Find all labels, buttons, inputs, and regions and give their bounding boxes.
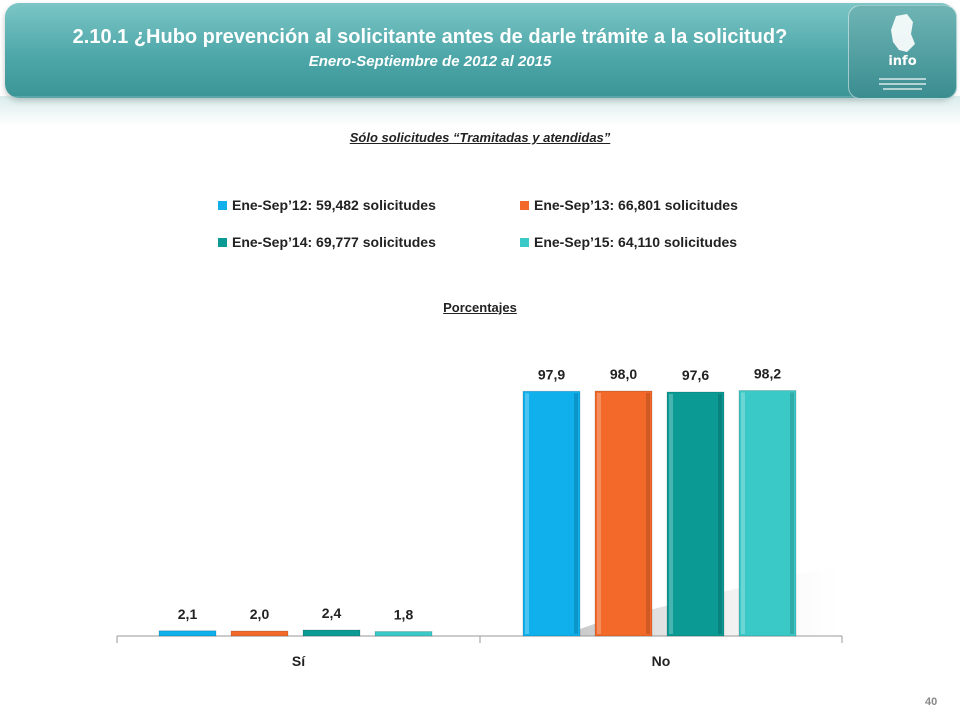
bar-edge xyxy=(790,392,794,634)
legend-swatch-2015 xyxy=(520,237,529,247)
legend-swatch-2014 xyxy=(218,237,227,247)
data-label: 98,2 xyxy=(754,366,781,382)
legend-item-2015: Ene-Sep’15: 64,110 solicitudes xyxy=(520,234,737,250)
legend-item-2013: Ene-Sep’13: 66,801 solicitudes xyxy=(520,197,738,213)
header-shadow xyxy=(0,96,960,126)
data-label: 2,0 xyxy=(250,606,270,622)
legend-label-2013: Ene-Sep’13: 66,801 solicitudes xyxy=(534,197,738,213)
legend-label-2014: Ene-Sep’14: 69,777 solicitudes xyxy=(232,234,436,250)
legend-swatch-2013 xyxy=(520,200,529,210)
legend-label-2015: Ene-Sep’15: 64,110 solicitudes xyxy=(534,234,738,250)
data-label: 97,9 xyxy=(538,366,565,382)
data-label: 1,8 xyxy=(394,607,414,623)
page-subtitle: Enero-Septiembre de 2012 al 2015 xyxy=(308,53,552,70)
bar xyxy=(522,390,581,637)
logo-text: info xyxy=(888,54,917,69)
legend-item-2014: Ene-Sep’14: 69,777 solicitudes xyxy=(218,234,436,250)
category-label: Sí xyxy=(292,653,306,669)
unit-label: Porcentajes xyxy=(443,300,517,315)
bar-highlight xyxy=(525,393,529,634)
bar-highlight xyxy=(597,393,601,634)
bar-edge xyxy=(718,394,722,634)
bar-edge xyxy=(574,393,578,634)
data-label: 97,6 xyxy=(682,367,709,383)
data-label: 98,0 xyxy=(610,366,637,382)
bar xyxy=(302,629,361,637)
bar-edge xyxy=(646,393,650,634)
page-title: 2.10.1 ¿Hubo prevención al solicitante a… xyxy=(72,26,788,48)
legend-label-2012: Ene-Sep’12: 59,482 solicitudes xyxy=(232,197,436,213)
bar-chart: 2,1 97,9 2,0 98,0 2,4 97,6 1,8 98,2 Sí No xyxy=(116,366,843,669)
bar xyxy=(666,391,725,637)
bar xyxy=(158,630,217,637)
legend-item-2012: Ene-Sep’12: 59,482 solicitudes xyxy=(218,197,436,213)
bar xyxy=(594,390,653,637)
legend-swatch-2012 xyxy=(218,200,227,210)
city-map-icon xyxy=(879,14,926,90)
section-title: Sólo solicitudes “Tramitadas y atendidas… xyxy=(349,130,611,145)
bar-highlight xyxy=(669,394,673,634)
data-label: 2,4 xyxy=(322,605,342,621)
bar xyxy=(230,630,289,637)
info-logo: info xyxy=(848,5,957,99)
header-banner xyxy=(5,3,955,98)
bar xyxy=(374,631,433,637)
page-number: 40 xyxy=(925,696,938,708)
bar-highlight xyxy=(741,392,745,634)
category-label: No xyxy=(652,653,671,669)
data-label: 2,1 xyxy=(178,606,198,622)
bar xyxy=(738,390,797,637)
